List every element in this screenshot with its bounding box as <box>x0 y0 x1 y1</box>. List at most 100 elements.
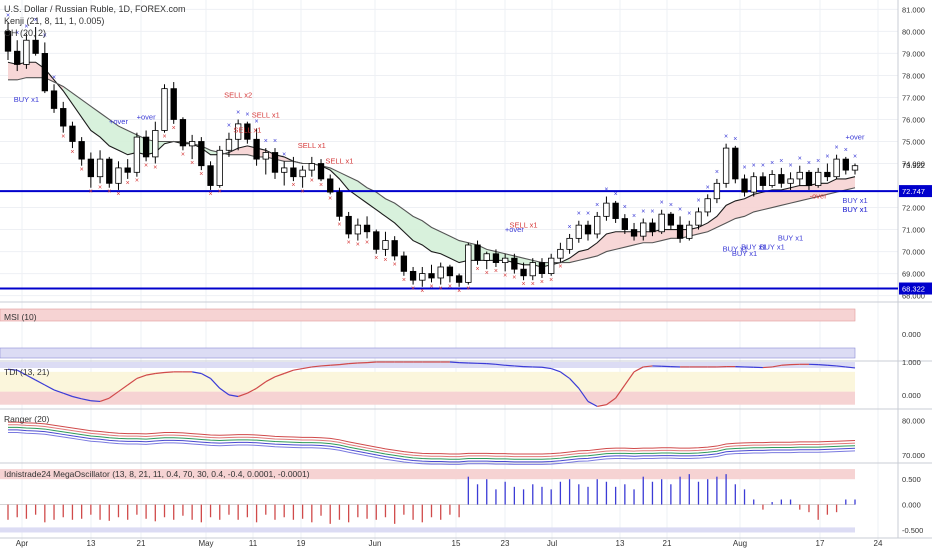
indicator-label-kenji[interactable]: Kenji (21, 8, 11, 1, 0.005) <box>4 16 105 26</box>
candle-body[interactable] <box>290 167 297 178</box>
candle-body[interactable] <box>244 123 251 140</box>
candle-body[interactable] <box>704 198 711 213</box>
candle-body[interactable] <box>207 165 214 186</box>
candle-body[interactable] <box>78 141 85 160</box>
candle-body[interactable] <box>161 88 168 131</box>
candle-body[interactable] <box>391 240 398 257</box>
candle-body[interactable] <box>69 125 76 142</box>
ranger-pane-title[interactable]: Ranger (20) <box>4 414 50 424</box>
candle-body[interactable] <box>483 253 490 261</box>
msi-pane-title[interactable]: MSI (10) <box>4 312 37 322</box>
price-axis[interactable]: 81.000 80.000 79.000 78.000 77.000 76.000 75.0… <box>899 5 932 535</box>
candle-body[interactable] <box>14 50 21 65</box>
candle-body[interactable] <box>133 136 141 173</box>
candle-body[interactable] <box>96 158 104 178</box>
candle-body[interactable] <box>778 174 785 184</box>
candle-body[interactable] <box>419 273 426 281</box>
candle-body[interactable] <box>824 171 831 178</box>
candle-body[interactable] <box>400 255 408 272</box>
candle-body[interactable] <box>805 171 813 186</box>
candle-body[interactable] <box>446 266 454 277</box>
candle-body[interactable] <box>465 244 472 283</box>
candle-body[interactable] <box>317 163 325 180</box>
candle-body[interactable] <box>41 53 48 92</box>
candle-body[interactable] <box>327 178 334 193</box>
candle-body[interactable] <box>428 273 435 279</box>
candle-body[interactable] <box>548 257 555 274</box>
candle-body[interactable] <box>501 257 509 263</box>
candle-body[interactable] <box>225 138 233 151</box>
level-price-tag[interactable] <box>899 282 932 295</box>
candle-body[interactable] <box>621 218 628 230</box>
candle-body[interactable] <box>437 266 444 279</box>
candle-body[interactable] <box>640 222 647 237</box>
candle-body[interactable] <box>520 268 527 277</box>
candle-body[interactable] <box>796 171 803 180</box>
candle-body[interactable] <box>345 215 352 235</box>
candle-body[interactable] <box>179 119 187 147</box>
candle-body[interactable] <box>557 248 564 259</box>
candle-body[interactable] <box>787 178 794 184</box>
tdi-pane-title[interactable]: TDI (13, 21) <box>4 367 50 377</box>
candle-body[interactable] <box>271 152 279 173</box>
candle-body[interactable] <box>50 90 58 109</box>
time-axis[interactable]: Apr 13 21 May 11 19 Jun 15 23 Jul 13 21 Aug 17 24 <box>16 539 883 548</box>
candle-body[interactable] <box>529 262 536 277</box>
candle-body[interactable] <box>235 123 242 140</box>
candle-body[interactable] <box>336 191 343 217</box>
candle-body[interactable] <box>216 149 223 186</box>
candle-body[interactable] <box>492 253 500 263</box>
candle-body[interactable] <box>575 224 582 239</box>
candle-body[interactable] <box>142 136 150 158</box>
candle-body[interactable] <box>695 211 702 226</box>
oscillator-pane-title[interactable]: Idnistrade24 MegaOscillator (13, 8, 21, … <box>4 469 310 479</box>
candle-body[interactable] <box>32 39 39 54</box>
candle-body[interactable] <box>511 257 518 270</box>
candle-body[interactable] <box>308 163 315 171</box>
candle-body[interactable] <box>612 202 619 219</box>
candle-body[interactable] <box>363 224 371 233</box>
candle-body[interactable] <box>281 167 288 173</box>
candle-body[interactable] <box>188 141 196 147</box>
candle-body[interactable] <box>538 262 546 274</box>
candle-body[interactable] <box>566 237 573 250</box>
candle-body[interactable] <box>842 158 849 171</box>
candle-body[interactable] <box>713 182 721 200</box>
candle-body[interactable] <box>833 158 840 178</box>
candle-body[interactable] <box>851 165 859 171</box>
candle-body[interactable] <box>299 169 306 178</box>
indicator-label-oh[interactable]: OH (20, 2) <box>4 28 47 38</box>
candle-body[interactable] <box>722 147 730 184</box>
candle-body[interactable] <box>750 176 757 193</box>
candle-body[interactable] <box>198 141 205 167</box>
candle-body[interactable] <box>649 222 656 233</box>
candle-body[interactable] <box>60 108 67 127</box>
candle-body[interactable] <box>253 138 260 160</box>
candle-body[interactable] <box>106 158 113 184</box>
candle-body[interactable] <box>676 224 684 239</box>
candle-body[interactable] <box>630 229 638 237</box>
candle-body[interactable] <box>354 224 362 235</box>
candle-body[interactable] <box>667 213 675 226</box>
candle-body[interactable] <box>373 231 380 250</box>
candle-body[interactable] <box>732 147 739 180</box>
candle-body[interactable] <box>262 152 269 160</box>
candle-body[interactable] <box>815 171 822 186</box>
candle-body[interactable] <box>759 176 767 186</box>
candle-body[interactable] <box>4 31 12 52</box>
candle-body[interactable] <box>474 244 481 261</box>
candle-body[interactable] <box>455 275 463 283</box>
candle-body[interactable] <box>382 240 389 250</box>
candle-body[interactable] <box>115 167 122 184</box>
level-price-tag[interactable] <box>899 185 932 198</box>
candle-body[interactable] <box>686 224 693 239</box>
candle-body[interactable] <box>741 178 748 193</box>
candle-body[interactable] <box>409 270 417 281</box>
candle-body[interactable] <box>87 158 95 178</box>
candle-body[interactable] <box>152 130 159 158</box>
candle-body[interactable] <box>170 88 177 120</box>
candle-body[interactable] <box>594 215 601 235</box>
candle-body[interactable] <box>603 202 610 217</box>
candle-body[interactable] <box>584 224 592 235</box>
candle-body[interactable] <box>124 167 131 173</box>
